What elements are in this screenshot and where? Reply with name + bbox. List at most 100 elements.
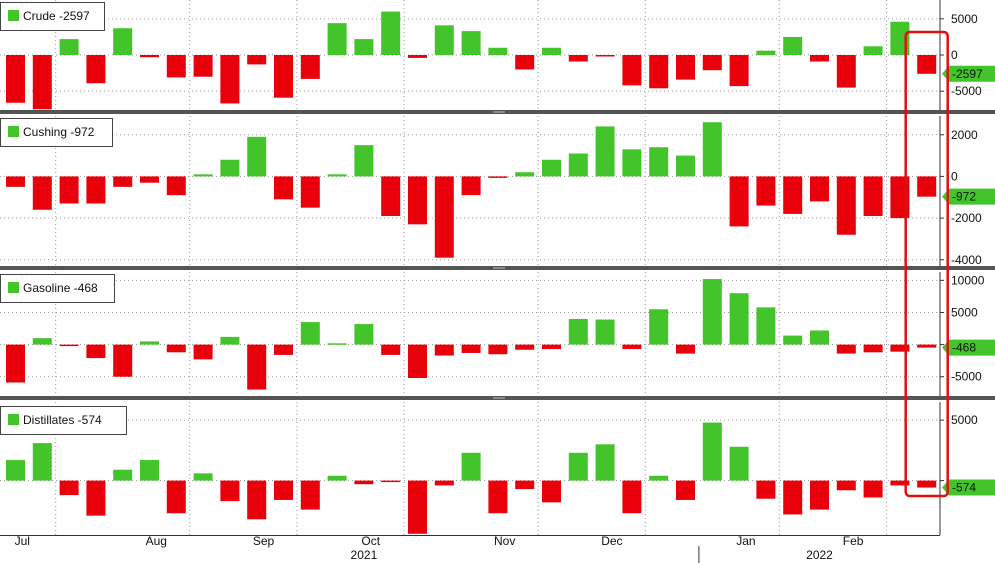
cushing-bar-23: [622, 149, 642, 177]
cushing-panel: 2000 0 -2000 -4000 -972 Cushing -972: [0, 116, 995, 267]
distillates-bar-17: [461, 452, 481, 481]
crude-legend: Crude -2597: [0, 2, 105, 31]
gasoline-tick-label-3: -5000: [951, 370, 982, 384]
cushing-tick-label-1: 0: [951, 169, 958, 183]
gasoline-latest-value-badge: -468: [942, 339, 995, 356]
gasoline-bar-26: [702, 279, 722, 345]
gasoline-bar-16: [434, 344, 454, 356]
month-label-feb: Feb: [843, 534, 864, 548]
cushing-bar-24: [649, 147, 669, 177]
gasoline-legend: Gasoline -468: [0, 274, 115, 303]
gasoline-bar-2: [59, 344, 79, 347]
cushing-bar-20: [542, 159, 561, 177]
crude-tick-label-0: 5000: [951, 12, 978, 26]
crude-bar-15: [408, 55, 427, 58]
cushing-legend-box: [0, 118, 113, 147]
distillates-bar-32: [863, 480, 883, 498]
cushing-bar-30: [810, 176, 829, 202]
gasoline-bar-30: [810, 330, 829, 345]
distillates-bar-31: [836, 480, 856, 491]
gasoline-bar-15: [408, 344, 427, 379]
crude-bar-26: [702, 55, 722, 71]
distillates-bar-2: [59, 480, 79, 496]
distillates-bar-12: [327, 475, 347, 481]
cushing-bar-3: [86, 176, 106, 204]
distillates-bar-7: [193, 473, 213, 481]
cushing-bar-9: [247, 136, 267, 177]
distillates-bar-30: [810, 480, 829, 510]
month-label-jan: Jan: [736, 534, 755, 548]
gasoline-bar-6: [166, 344, 186, 353]
cushing-bar-12: [327, 174, 347, 177]
cushing-bar-8: [220, 159, 240, 177]
crude-bar-34: [917, 55, 937, 74]
gasoline-tick-label-0: 10000: [951, 273, 985, 287]
cushing-bar-5: [140, 176, 159, 183]
highlight-box: [904, 30, 949, 498]
gasoline-bar-3: [86, 344, 106, 359]
gasoline-bar-14: [381, 344, 401, 355]
crude-bar-31: [836, 55, 856, 88]
cushing-tick-label-3: -4000: [951, 253, 982, 267]
cushing-bar-25: [676, 155, 695, 177]
gasoline-bar-9: [247, 344, 267, 390]
gasoline-bar-25: [676, 344, 695, 354]
month-label-aug: Aug: [146, 534, 167, 548]
gasoline-badge-shape: [942, 339, 995, 356]
cushing-tick-label-0: 2000: [951, 128, 978, 142]
gasoline-bar-7: [193, 344, 213, 360]
crude-bar-12: [327, 23, 347, 55]
cushing-bar-10: [274, 176, 293, 200]
gasoline-bar-29: [783, 335, 803, 345]
cushing-bar-29: [783, 176, 803, 214]
gasoline-badge-text: -468: [952, 341, 976, 355]
gasoline-bar-33: [890, 344, 910, 352]
crude-badge-shape: [942, 65, 995, 82]
cushing-tick-label-2: -2000: [951, 211, 982, 225]
distillates-panel: 5000 -574 Distillates -574: [0, 402, 995, 535]
crude-bar-27: [729, 55, 749, 87]
cushing-bar-19: [515, 172, 535, 177]
month-label-jul: Jul: [15, 534, 30, 548]
crude-bar-29: [783, 36, 803, 55]
distillates-bar-16: [434, 480, 454, 486]
gasoline-bar-20: [542, 344, 561, 350]
cushing-bar-4: [113, 176, 133, 187]
distillates-bar-8: [220, 480, 240, 502]
cushing-legend-swatch: [8, 126, 19, 137]
gasoline-bar-31: [836, 344, 856, 354]
gasoline-bar-23: [622, 344, 642, 350]
cushing-badge-shape: [942, 188, 995, 205]
gasoline-bar-19: [515, 344, 535, 350]
crude-bar-22: [595, 55, 615, 57]
distillates-bar-6: [166, 480, 186, 514]
crude-legend-swatch: [8, 10, 19, 21]
distillates-bar-29: [783, 480, 803, 515]
gasoline-legend-box: [0, 274, 115, 303]
cushing-bar-32: [863, 176, 883, 216]
distillates-bar-25: [676, 480, 695, 500]
crude-bar-10: [274, 55, 293, 98]
gasoline-bar-18: [488, 344, 508, 355]
crude-bar-0: [6, 55, 25, 103]
crude-bar-6: [166, 55, 186, 78]
cushing-bar-22: [595, 126, 615, 177]
crude-bar-4: [113, 28, 133, 55]
cushing-bar-27: [729, 176, 749, 227]
distillates-legend-label: Distillates -574: [23, 413, 102, 427]
distillates-bar-0: [6, 460, 25, 481]
crude-bar-30: [810, 55, 829, 62]
cushing-legend-label: Cushing -972: [23, 125, 95, 139]
cushing-bar-18: [488, 176, 508, 178]
gasoline-bar-24: [649, 309, 669, 345]
crude-bar-1: [32, 55, 52, 110]
distillates-bar-33: [890, 480, 910, 486]
crude-bar-16: [434, 25, 454, 55]
gasoline-legend-swatch: [8, 282, 19, 293]
crude-bar-8: [220, 55, 240, 104]
cushing-bar-15: [408, 176, 427, 225]
distillates-tick-label-0: 5000: [951, 413, 978, 427]
distillates-bar-13: [354, 480, 374, 485]
